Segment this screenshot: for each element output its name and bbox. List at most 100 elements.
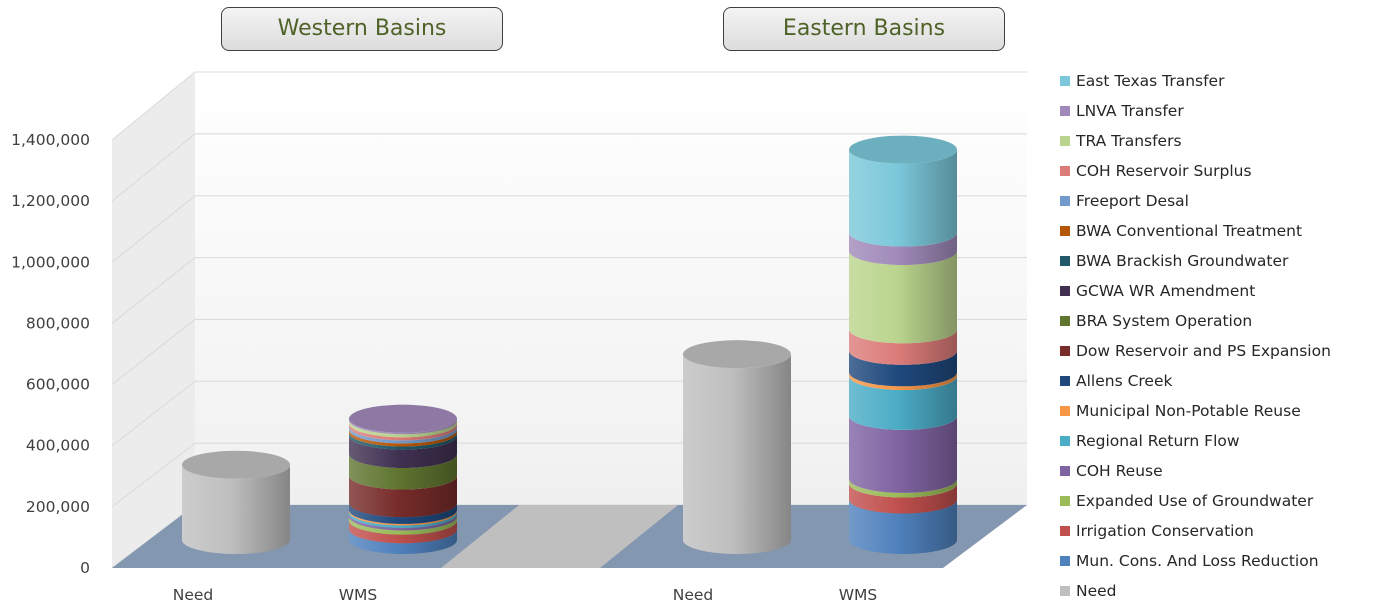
legend-item-east-texas-transfer: East Texas Transfer (1060, 66, 1331, 96)
eastern-basins-label: Eastern Basins (723, 7, 1005, 51)
legend-label: LNVA Transfer (1076, 102, 1184, 120)
bar-segment-dow-reservoir-and-ps-expansion (349, 475, 457, 518)
legend-label: Regional Return Flow (1076, 432, 1240, 450)
bar-segment-tra-transfers (349, 420, 457, 438)
bar-segment-need (182, 464, 290, 554)
bar-segment-bwa-brackish-groundwater (349, 432, 457, 450)
legend-item-dow-reservoir-and-ps-expansion: Dow Reservoir and PS Expansion (1060, 336, 1331, 366)
bar-segment-allens-creek (349, 503, 457, 524)
legend-item-expanded-use-of-groundwater: Expanded Use of Groundwater (1060, 486, 1331, 516)
bar-cap (849, 135, 957, 164)
bar-segment-mun-cons-and-loss-reduction (349, 529, 457, 554)
legend-swatch (1060, 436, 1070, 446)
legend-label: BRA System Operation (1076, 312, 1253, 330)
bar-segment-bwa-conventional-treatment (349, 429, 457, 447)
legend-label: Freeport Desal (1076, 192, 1189, 210)
bar-segment-regional-return-flow (349, 511, 457, 528)
gridline (111, 257, 196, 324)
bar-segment-bra-system-operation (349, 454, 457, 490)
side-wall (112, 72, 195, 568)
bar-segment-freeport-desal (349, 426, 457, 444)
legend-swatch (1060, 466, 1070, 476)
legend-swatch (1060, 106, 1070, 116)
legend-swatch (1060, 286, 1070, 296)
bar-segment-tra-transfers (849, 250, 957, 344)
gridline (111, 442, 196, 508)
legend-item-need: Need (1060, 576, 1331, 606)
legend-label: Municipal Non-Potable Reuse (1076, 402, 1301, 420)
bar-segment-allens-creek (849, 350, 957, 387)
gridline (111, 71, 196, 141)
legend-label: BWA Conventional Treatment (1076, 222, 1303, 240)
floor-gap (441, 505, 678, 568)
legend-swatch (1060, 316, 1070, 326)
bar-segment-mun-cons-and-loss-reduction (849, 499, 957, 554)
legend-label: GCWA WR Amendment (1076, 282, 1256, 300)
bar-segment-expanded-use-of-groundwater (349, 516, 457, 535)
x-tick-label: Need (173, 586, 214, 604)
legend-label: Dow Reservoir and PS Expansion (1076, 342, 1331, 360)
gridline (111, 319, 196, 385)
legend-swatch (1060, 556, 1070, 566)
x-tick-label: WMS (839, 586, 878, 604)
legend-swatch (1060, 226, 1070, 236)
bar-segment-lnva-transfer (849, 232, 957, 265)
legend-swatch (1060, 166, 1070, 176)
legend-item-coh-reservoir-surplus: COH Reservoir Surplus (1060, 156, 1331, 186)
legend-swatch (1060, 376, 1070, 386)
bar-cap (349, 404, 457, 433)
legend-item-municipal-non-potable-reuse: Municipal Non-Potable Reuse (1060, 396, 1331, 426)
y-tick-label: 800,000 (26, 314, 90, 332)
legend-swatch (1060, 496, 1070, 506)
legend-swatch (1060, 256, 1070, 266)
bar-segment-expanded-use-of-groundwater (849, 478, 957, 498)
legend-item-mun-cons-and-loss-reduction: Mun. Cons. And Loss Reduction (1060, 546, 1331, 576)
legend-label: BWA Brackish Groundwater (1076, 252, 1289, 270)
legend-swatch (1060, 196, 1070, 206)
y-tick-label: 1,000,000 (11, 253, 90, 271)
legend-swatch (1060, 586, 1070, 596)
bar-cap (683, 340, 791, 369)
y-tick-label: 600,000 (26, 376, 90, 394)
legend-item-lnva-transfer: LNVA Transfer (1060, 96, 1331, 126)
chart-legend: East Texas Transfer LNVA Transfer TRA Tran… (1060, 66, 1331, 606)
legend-item-irrigation-conservation: Irrigation Conservation (1060, 516, 1331, 546)
legend-label: COH Reuse (1076, 462, 1163, 480)
legend-swatch (1060, 346, 1070, 356)
bar-segment-coh-reuse (849, 415, 957, 493)
legend-item-bwa-brackish-groundwater: BWA Brackish Groundwater (1060, 246, 1331, 276)
legend-item-regional-return-flow: Regional Return Flow (1060, 426, 1331, 456)
legend-item-coh-reuse: COH Reuse (1060, 456, 1331, 486)
bar-segment-municipal-non-potable-reuse (849, 372, 957, 390)
bar-segment-regional-return-flow (849, 375, 957, 430)
legend-item-bra-system-operation: BRA System Operation (1060, 306, 1331, 336)
legend-swatch (1060, 136, 1070, 146)
legend-item-gcwa-wr-amendment: GCWA WR Amendment (1060, 276, 1331, 306)
legend-label: East Texas Transfer (1076, 72, 1225, 90)
bar-segment-irrigation-conservation (349, 520, 457, 544)
legend-label: Need (1076, 582, 1117, 600)
legend-swatch (1060, 526, 1070, 536)
legend-item-allens-creek: Allens Creek (1060, 366, 1331, 396)
legend-item-bwa-conventional-treatment: BWA Conventional Treatment (1060, 216, 1331, 246)
bar-segment-east-texas-transfer (849, 149, 957, 247)
legend-label: Allens Creek (1076, 372, 1173, 390)
bar-segment-gcwa-wr-amendment (349, 435, 457, 468)
bar-segment-need (683, 354, 791, 554)
y-tick-label: 400,000 (26, 437, 90, 455)
y-tick-label: 1,400,000 (11, 131, 90, 149)
gridline (111, 195, 196, 263)
bar-segment-irrigation-conservation (849, 483, 957, 514)
legend-label: Mun. Cons. And Loss Reduction (1076, 552, 1319, 570)
legend-item-freeport-desal: Freeport Desal (1060, 186, 1331, 216)
legend-item-tra-transfers: TRA Transfers (1060, 126, 1331, 156)
legend-label: COH Reservoir Surplus (1076, 162, 1252, 180)
gridline (111, 133, 196, 202)
western-basins-label: Western Basins (221, 7, 503, 51)
bar-segment-coh-reservoir-surplus (849, 329, 957, 365)
legend-label: Expanded Use of Groundwater (1076, 492, 1314, 510)
y-tick-label: 0 (80, 559, 90, 577)
x-tick-label: WMS (339, 586, 378, 604)
gridline (111, 380, 196, 447)
y-tick-label: 200,000 (26, 498, 90, 516)
